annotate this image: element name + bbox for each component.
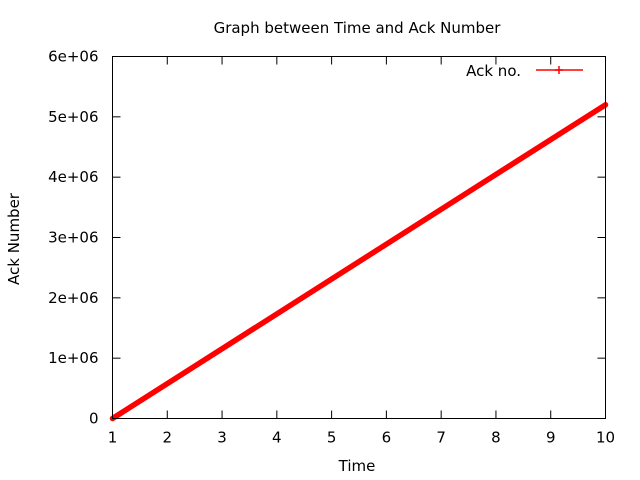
y-tick-label: 2e+06	[48, 289, 98, 307]
x-tick-label: 6	[382, 429, 392, 447]
x-tick-label: 7	[436, 429, 446, 447]
y-tick-label: 5e+06	[48, 108, 98, 126]
x-tick-label: 10	[596, 429, 615, 447]
y-axis-label: Ack Number	[5, 192, 23, 285]
axis-ticks: 1 2 3 4 5 6 7 8 9 10 0 1e+06 2e+06 3e+06 4e+06 5e+06 6e+…	[48, 48, 615, 447]
x-tick-label: 2	[163, 429, 173, 447]
y-tick-label: 3e+06	[48, 229, 98, 247]
legend-label: Ack no.	[466, 62, 521, 80]
y-tick-label: 4e+06	[48, 168, 98, 186]
y-tick-label: 0	[89, 410, 99, 428]
y-tick-label: 6e+06	[48, 48, 98, 66]
x-tick-label: 1	[108, 429, 118, 447]
x-tick-label: 4	[272, 429, 282, 447]
x-tick-label: 5	[327, 429, 337, 447]
x-tick-label: 8	[491, 429, 501, 447]
series-line	[109, 102, 609, 422]
chart-title: Graph between Time and Ack Number	[214, 19, 502, 37]
y-tick-label: 1e+06	[48, 349, 98, 367]
x-axis-label: Time	[338, 457, 376, 475]
plot-frame	[112, 56, 606, 419]
series-layer	[109, 102, 609, 422]
x-tick-label: 3	[217, 429, 227, 447]
legend: Ack no.	[466, 62, 583, 80]
x-tick-label: 9	[546, 429, 556, 447]
